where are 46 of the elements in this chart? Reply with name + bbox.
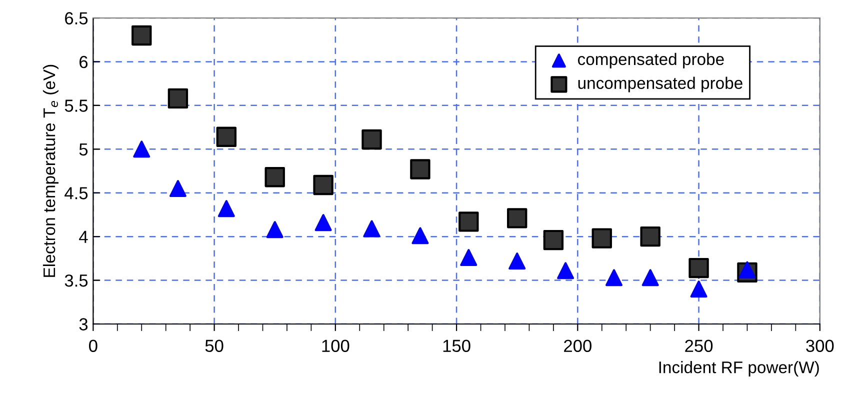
point <box>266 221 284 238</box>
point <box>640 226 660 247</box>
x-tick-label: 300 <box>806 340 834 352</box>
x-tick-label: 150 <box>443 340 470 352</box>
x-tick-label: 50 <box>205 340 224 352</box>
point <box>410 159 430 180</box>
point <box>168 88 188 109</box>
point <box>688 258 709 278</box>
point <box>133 140 150 158</box>
x-tick-label: 0 <box>89 340 98 352</box>
y-tick-label: 3 <box>79 318 88 330</box>
point <box>690 280 708 298</box>
point <box>218 200 235 218</box>
y-tick-label: 6 <box>80 56 88 68</box>
x-tick-label: 100 <box>322 340 350 352</box>
point <box>169 180 186 197</box>
x-tick-label: 200 <box>564 340 592 352</box>
point <box>642 269 659 286</box>
point <box>557 262 574 280</box>
x-axis-title: Incident RF power(W) <box>659 361 819 377</box>
y-tick-label: 5 <box>79 143 88 156</box>
point <box>460 249 478 266</box>
y-axis-title: Electron temperature T$_{e}$ (eV) <box>42 64 58 277</box>
y-tick-label: 3.5 <box>64 274 88 287</box>
y-tick-label: 6.5 <box>65 12 88 24</box>
point <box>313 174 334 196</box>
point <box>363 220 380 238</box>
point <box>738 261 756 278</box>
point <box>606 269 622 286</box>
legend-label: compensated probe <box>578 52 724 68</box>
point <box>362 129 382 150</box>
point <box>592 228 612 248</box>
point <box>216 126 236 147</box>
point <box>264 167 285 188</box>
point <box>508 252 526 270</box>
x-tick-label: 250 <box>685 340 713 352</box>
point <box>314 214 332 232</box>
point <box>506 208 528 228</box>
point <box>543 230 564 250</box>
point <box>458 212 479 232</box>
y-tick-label: 5.5 <box>64 100 88 112</box>
y-tick-label: 4 <box>79 230 88 243</box>
point <box>412 227 429 244</box>
legend-label: uncompensated probe <box>578 76 742 92</box>
point <box>132 25 152 46</box>
y-tick-label: 4.5 <box>64 187 88 200</box>
